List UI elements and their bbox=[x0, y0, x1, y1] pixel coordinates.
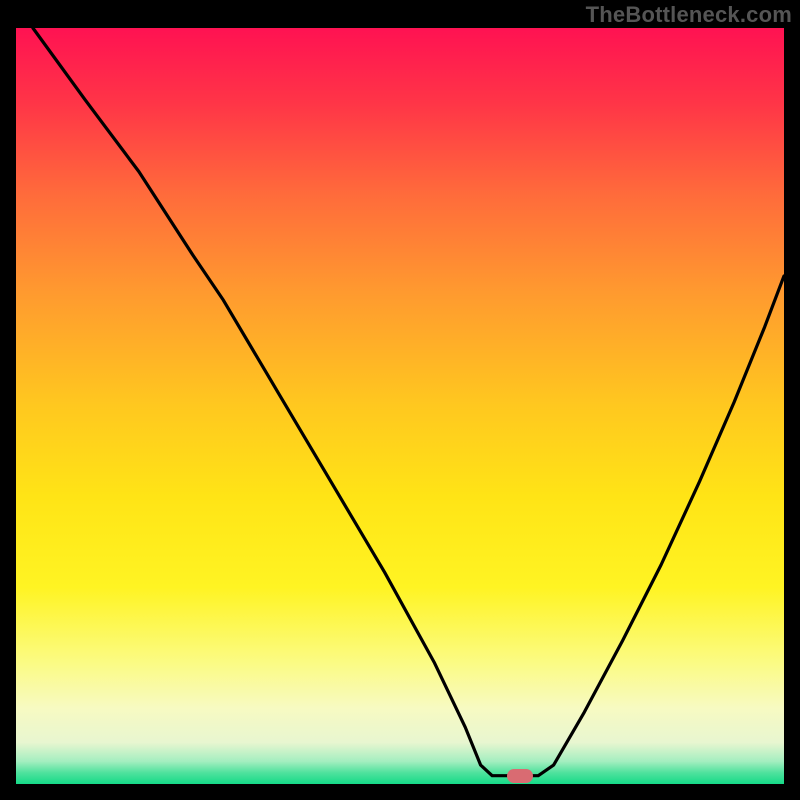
plot-area bbox=[16, 28, 784, 784]
chart-frame: TheBottleneck.com bbox=[0, 0, 800, 800]
watermark-label: TheBottleneck.com bbox=[586, 2, 792, 28]
curve-path bbox=[33, 28, 784, 776]
optimum-marker bbox=[507, 769, 533, 783]
bottleneck-curve bbox=[16, 28, 784, 784]
